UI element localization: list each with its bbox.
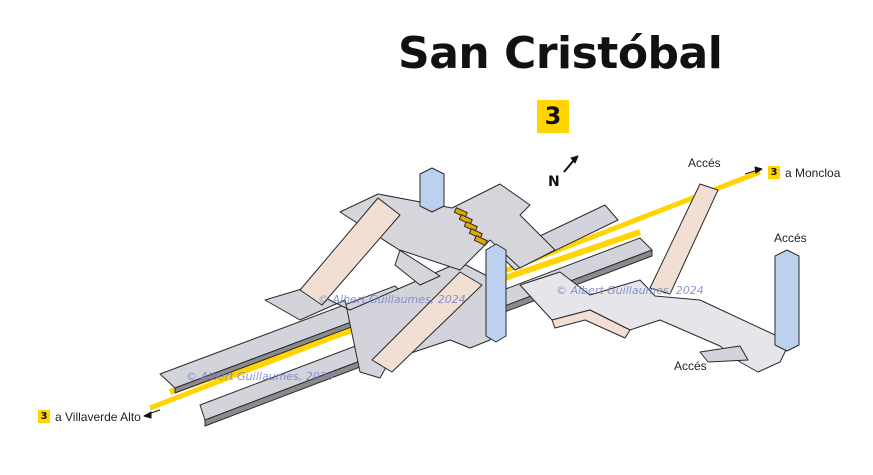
exit-label-right: Accés xyxy=(774,231,807,245)
watermark-3: © Albert Guillaumes, 2024 xyxy=(186,370,334,383)
watermark-2: © Albert Guillaumes, 2024 xyxy=(556,284,704,297)
exit-label-top: Accés xyxy=(688,156,721,170)
mezzanine-west xyxy=(264,261,496,379)
ramp-central xyxy=(371,271,483,373)
elevator-center xyxy=(485,243,507,343)
destination-west-text: a Villaverde Alto xyxy=(55,409,141,424)
elevator-east xyxy=(774,249,800,352)
exit-bottom-passage xyxy=(699,345,749,363)
destination-east-text: a Moncloa xyxy=(785,165,841,180)
arrowhead-east-icon xyxy=(754,166,763,174)
arrowhead-west-icon xyxy=(143,411,152,419)
escalator xyxy=(453,207,488,246)
north-arrow-icon xyxy=(563,159,575,173)
destination-east-line-badge: 3 xyxy=(768,166,780,180)
exit-label-bottom: Accés xyxy=(674,359,707,373)
north-arrowhead-icon xyxy=(570,155,579,164)
destination-east: 3 a Moncloa xyxy=(768,165,840,180)
north-label: N xyxy=(548,174,560,190)
mezzanine-east-step xyxy=(551,309,631,339)
elevator-north xyxy=(419,167,445,213)
upper-hall xyxy=(339,183,556,286)
ramp-east xyxy=(649,183,719,295)
destination-west: 3 a Villaverde Alto xyxy=(38,409,141,424)
ramp-west xyxy=(299,197,401,306)
line-badge: 3 xyxy=(537,100,569,133)
destination-west-line-badge: 3 xyxy=(38,410,50,424)
station-title: San Cristóbal xyxy=(398,28,723,79)
watermark-1: © Albert Guillaumes, 2024 xyxy=(318,293,466,306)
